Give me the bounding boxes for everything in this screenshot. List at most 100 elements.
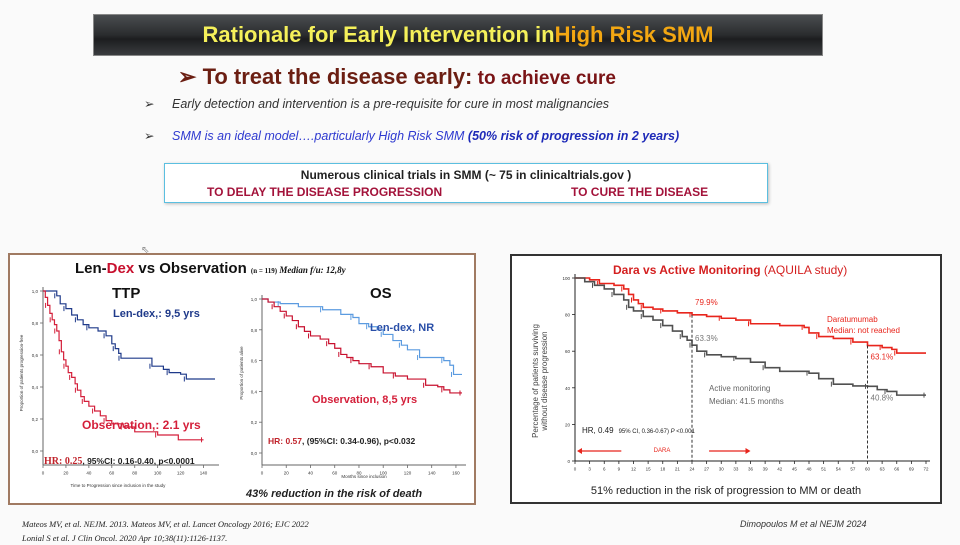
reference-2: Lonial S et al. J Clin Oncol. 2020 Apr 1…	[22, 533, 228, 543]
am-series-label: Active monitoring	[709, 384, 770, 393]
x-tick-label: 20	[63, 471, 69, 476]
am-median-label: Median: 41.5 months	[709, 397, 784, 406]
os-ylabel: Proportion of patients alive	[239, 346, 244, 400]
trials-goal-delay: TO DELAY THE DISEASE PROGRESSION	[207, 185, 443, 199]
x-tick-label: 36	[748, 467, 754, 472]
x-tick-label: 60	[109, 471, 115, 476]
bullet-text: SMM is an ideal model….particularly High…	[172, 129, 468, 143]
os-hr-annotation: HR: 0.57, (95%CI: 0.34-0.96), p<0.032	[268, 436, 415, 446]
series-line-len-dex	[43, 290, 215, 380]
x-tick-label: 20	[284, 471, 290, 476]
x-tick-label: 140	[200, 471, 208, 476]
y-tick-label: 0,2	[32, 417, 39, 422]
x-tick-label: 140	[428, 471, 436, 476]
y-tick-label: 1,0	[32, 289, 39, 294]
y-tick-label: 0,8	[251, 328, 258, 333]
series-line-len-dex	[262, 298, 462, 376]
ttp-ylabel: Proportion of patients progression-free	[19, 334, 24, 411]
arrow-left-icon	[577, 448, 582, 454]
bullet-arrow-icon: ➢	[144, 97, 155, 111]
aquila-ylabel: Percentage of patients survivingwithout …	[531, 324, 549, 438]
x-tick-label: 6	[603, 467, 606, 472]
x-tick-label: 120	[177, 471, 185, 476]
y-tick-label: 20	[565, 422, 571, 427]
y-tick-label: 80	[565, 313, 571, 318]
x-tick-label: 18	[660, 467, 666, 472]
subheading-main: To treat the disease early:	[202, 64, 473, 89]
x-tick-label: 3	[588, 467, 591, 472]
slide-title-bar: Rationale for Early Intervention in High…	[93, 14, 823, 56]
landmark-label: 79.9%	[695, 298, 718, 307]
x-tick-label: 0	[261, 471, 264, 476]
x-tick-label: 45	[792, 467, 798, 472]
slide-title-main: Rationale for Early Intervention in	[202, 22, 555, 47]
ttp-title: TTP	[112, 285, 140, 302]
y-tick-label: 0	[567, 459, 570, 464]
panel-title: Len-Dex vs Observation (n = 119) Median …	[75, 260, 347, 277]
x-tick-label: 60	[865, 467, 871, 472]
x-tick-label: 48	[806, 467, 812, 472]
y-tick-label: 40	[565, 386, 571, 391]
x-tick-label: 30	[719, 467, 725, 472]
bullet-2: ➢ SMM is an ideal model….particularly Hig…	[144, 128, 679, 143]
os-observation-label: Observation, 8,5 yrs	[312, 394, 417, 406]
reference-1: Mateos MV, et al. NEJM. 2013. Mateos MV,…	[22, 519, 309, 529]
x-tick-label: 12	[631, 467, 637, 472]
slide-title-highlight: High Risk SMM	[554, 22, 714, 47]
x-tick-label: 24	[689, 467, 695, 472]
subheading-small: to achieve cure	[472, 68, 616, 89]
reference-right: Dimopoulos M et al NEJM 2024	[740, 519, 867, 529]
x-tick-label: 42	[777, 467, 783, 472]
len-dex-charts: Len-Dex vs Observation (n = 119) Median …	[19, 260, 466, 500]
ttp-observation-label: Observation,: 2.1 yrs	[82, 418, 201, 432]
y-tick-label: 0,6	[32, 353, 39, 358]
y-tick-label: 0,0	[251, 451, 258, 456]
y-tick-label: 0,6	[251, 359, 258, 364]
x-tick-label: 66	[894, 467, 900, 472]
subheading-arrow-icon: ➢	[178, 64, 197, 89]
series-line-active-monitoring	[575, 277, 926, 396]
aquila-title: Dara vs Active Monitoring (AQUILA study)	[613, 263, 847, 277]
x-tick-label: 80	[132, 471, 138, 476]
x-tick-label: 69	[909, 467, 915, 472]
mouse-cursor-icon: ⇖	[141, 245, 150, 256]
y-tick-label: 0,8	[32, 321, 39, 326]
trials-title: Numerous clinical trials in SMM (~ 75 in…	[300, 168, 632, 182]
y-tick-label: 0,4	[251, 389, 258, 394]
dara-series-label: Daratumumab	[827, 315, 878, 324]
os-title: OS	[370, 285, 392, 302]
clinical-trials-box: Numerous clinical trials in SMM (~ 75 in…	[164, 163, 768, 203]
x-tick-label: 54	[836, 467, 842, 472]
y-tick-label: 0,2	[251, 420, 258, 425]
aquila-panel: Dara vs Active Monitoring (AQUILA study)…	[510, 254, 942, 504]
x-tick-label: 160	[452, 471, 460, 476]
x-tick-label: 27	[704, 467, 710, 472]
y-tick-label: 0,4	[32, 385, 39, 390]
ttp-hr-annotation: HR: 0.25, 95%CI: 0.16-0.40, p<0.0001	[44, 456, 195, 467]
landmark-label: 40.8%	[871, 393, 894, 402]
ttp-chart: 0,0 0,2 0,4 0,6 0,8 1,0 0 20 40 60 80 100 120 140	[32, 287, 219, 476]
x-tick-label: 57	[850, 467, 856, 472]
y-tick-label: 1,0	[251, 297, 258, 302]
x-tick-label: 60	[332, 471, 338, 476]
series-line-observation	[43, 290, 204, 441]
ttp-lendex-label: Len-dex,: 9,5 yrs	[113, 308, 200, 320]
bullet-arrow-icon: ➢	[144, 129, 155, 143]
bullet-bold-text: (50% risk of progression in 2 years)	[467, 129, 680, 143]
x-tick-label: 21	[675, 467, 681, 472]
aquila-footer: 51% reduction in the risk of progression…	[591, 485, 861, 497]
x-tick-label: 72	[923, 467, 929, 472]
ttp-xlabel: Time to Progression since inclusion in t…	[71, 483, 167, 488]
y-tick-label: 100	[562, 276, 570, 281]
arrow-right-icon	[745, 448, 751, 454]
x-tick-label: 39	[763, 467, 769, 472]
dara-median-label: Median: not reached	[827, 326, 900, 335]
x-tick-label: 9	[618, 467, 621, 472]
aquila-hr-annotation: HR, 0.49 95% CI, 0.36-0.67) P <0.001	[582, 426, 695, 435]
x-tick-label: 63	[880, 467, 886, 472]
x-tick-label: 51	[821, 467, 827, 472]
os-footer: 43% reduction in the risk of death	[245, 488, 422, 500]
trials-goal-cure: TO CURE THE DISEASE	[571, 185, 709, 199]
x-tick-label: 40	[86, 471, 92, 476]
